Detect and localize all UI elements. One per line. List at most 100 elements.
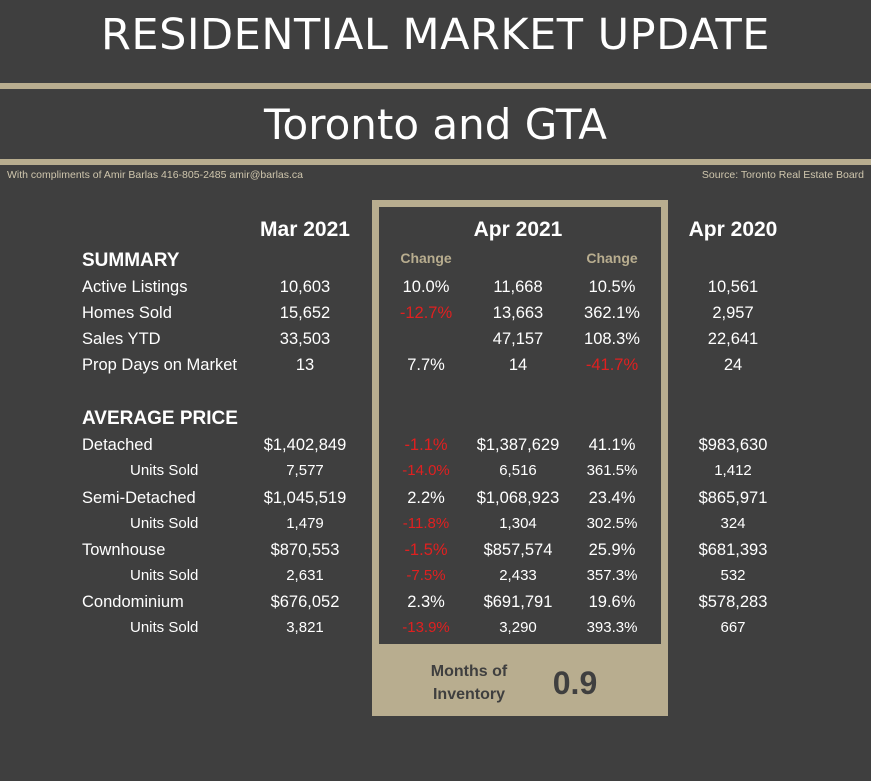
- table-row: Detached $1,402,849 -1.1% $1,387,629 41.…: [0, 433, 871, 457]
- page-subtitle: Toronto and GTA: [264, 100, 607, 149]
- table-row: Units Sold 7,577 -14.0% 6,516 361.5% 1,4…: [0, 459, 871, 483]
- change-mar-to-apr-value: 10.0%: [402, 278, 450, 296]
- apr-2020-value: 324: [720, 515, 746, 532]
- change-yoy-value: 23.4%: [588, 489, 636, 507]
- table-row: Semi-Detached $1,045,519 2.2% $1,068,923…: [0, 486, 871, 510]
- apr-2021-value: 13,663: [492, 304, 544, 322]
- change-mar-to-apr-value: -12.7%: [399, 304, 453, 322]
- table-row: Homes Sold 15,652 -12.7% 13,663 362.1% 2…: [0, 301, 871, 325]
- apr-2021-value: $1,387,629: [476, 436, 560, 454]
- change-mar-to-apr-value: 2.2%: [407, 489, 445, 507]
- change-yoy-value: 10.5%: [588, 278, 636, 296]
- change-mar-to-apr-value: 7.7%: [407, 356, 445, 374]
- months-of-inventory-value: 0.9: [552, 665, 598, 701]
- months-of-inventory-label: Months of Inventory: [414, 660, 524, 706]
- column-header-change-1: Change: [400, 250, 452, 266]
- months-of-inventory-label-line2: Inventory: [432, 686, 505, 703]
- change-yoy-value: 393.3%: [586, 619, 638, 636]
- change-yoy-value: 25.9%: [588, 541, 636, 559]
- change-yoy-value: 108.3%: [584, 330, 640, 348]
- mar-2021-value: 13: [295, 356, 315, 374]
- apr-2021-value: $1,068,923: [476, 489, 560, 507]
- mar-2021-value: $676,052: [270, 593, 340, 611]
- mar-2021-value: 1,479: [286, 515, 324, 532]
- mar-2021-value: 7,577: [286, 462, 324, 479]
- row-label: Semi-Detached: [82, 489, 196, 507]
- apr-2021-value: 11,668: [493, 278, 543, 296]
- apr-2021-value: 2,433: [499, 567, 537, 584]
- table-row: Prop Days on Market 13 7.7% 14 -41.7% 24: [0, 353, 871, 377]
- months-of-inventory-label-line1: Months of: [430, 663, 508, 680]
- row-label: Units Sold: [130, 567, 199, 584]
- section-heading-average-price: AVERAGE PRICE: [82, 408, 238, 429]
- table-row: Townhouse $870,553 -1.5% $857,574 25.9% …: [0, 538, 871, 562]
- change-yoy-value: -41.7%: [585, 356, 639, 374]
- change-mar-to-apr-value: -1.1%: [404, 436, 448, 454]
- row-label: Sales YTD: [82, 330, 161, 348]
- row-label: Units Sold: [130, 515, 199, 532]
- apr-2021-value: 47,157: [492, 330, 544, 348]
- change-mar-to-apr-value: -11.8%: [402, 515, 450, 532]
- apr-2020-value: $578,283: [698, 593, 768, 611]
- apr-2021-value: 6,516: [499, 462, 537, 479]
- change-yoy-value: 19.6%: [588, 593, 636, 611]
- row-label: Prop Days on Market: [82, 356, 237, 374]
- table-row: Units Sold 1,479 -11.8% 1,304 302.5% 324: [0, 512, 871, 536]
- mar-2021-value: $870,553: [270, 541, 340, 559]
- apr-2021-value: $857,574: [483, 541, 553, 559]
- page-title: RESIDENTIAL MARKET UPDATE: [101, 10, 770, 60]
- mar-2021-value: 33,503: [279, 330, 331, 348]
- apr-2020-value: $681,393: [698, 541, 768, 559]
- apr-2020-value: $865,971: [698, 489, 768, 507]
- row-label: Units Sold: [130, 619, 199, 636]
- row-label: Condominium: [82, 593, 184, 611]
- header-divider-bottom: [0, 159, 871, 165]
- change-mar-to-apr-value: -14.0%: [402, 462, 450, 479]
- mar-2021-value: 2,631: [286, 567, 324, 584]
- apr-2021-value: 3,290: [499, 619, 537, 636]
- mar-2021-value: 3,821: [286, 619, 324, 636]
- apr-2020-value: 667: [720, 619, 746, 636]
- table-row: Active Listings 10,603 10.0% 11,668 10.5…: [0, 275, 871, 299]
- change-mar-to-apr-value: -1.5%: [404, 541, 448, 559]
- source-line: Source: Toronto Real Estate Board: [701, 169, 864, 181]
- apr-2020-value: 1,412: [714, 462, 752, 479]
- change-mar-to-apr-value: -7.5%: [406, 567, 446, 584]
- apr-2021-value: 1,304: [499, 515, 537, 532]
- apr-2021-value: 14: [508, 356, 528, 374]
- column-header-apr-2020: Apr 2020: [688, 218, 778, 241]
- row-label: Homes Sold: [82, 304, 172, 322]
- column-header-mar-2021: Mar 2021: [260, 218, 350, 241]
- credit-line: With compliments of Amir Barlas 416-805-…: [7, 169, 304, 181]
- row-label: Detached: [82, 436, 153, 454]
- row-label: Units Sold: [130, 462, 199, 479]
- table-row: Units Sold 2,631 -7.5% 2,433 357.3% 532: [0, 564, 871, 588]
- change-yoy-value: 361.5%: [586, 462, 638, 479]
- row-label: Active Listings: [82, 278, 188, 296]
- section-heading-summary: SUMMARY: [82, 250, 180, 271]
- mar-2021-value: $1,045,519: [263, 489, 347, 507]
- apr-2021-value: $691,791: [483, 593, 553, 611]
- change-yoy-value: 41.1%: [588, 436, 636, 454]
- mar-2021-value: $1,402,849: [263, 436, 347, 454]
- apr-2020-value: 2,957: [712, 304, 754, 322]
- apr-2020-value: 532: [720, 567, 746, 584]
- column-header-apr-2021: Apr 2021: [473, 218, 563, 241]
- apr-2020-value: 22,641: [707, 330, 759, 348]
- apr-2020-value: 10,561: [707, 278, 759, 296]
- change-yoy-value: 362.1%: [584, 304, 640, 322]
- table-row: Units Sold 3,821 -13.9% 3,290 393.3% 667: [0, 616, 871, 640]
- mar-2021-value: 10,603: [279, 278, 331, 296]
- change-yoy-value: 302.5%: [586, 515, 638, 532]
- current-month-highlight-panel: [379, 207, 661, 644]
- header-divider-top: [0, 83, 871, 89]
- apr-2020-value: 24: [723, 356, 743, 374]
- row-label: Townhouse: [82, 541, 166, 559]
- table-row: Condominium $676,052 2.3% $691,791 19.6%…: [0, 590, 871, 614]
- change-yoy-value: 357.3%: [586, 567, 638, 584]
- table-row: Sales YTD 33,503 47,157 108.3% 22,641: [0, 327, 871, 351]
- mar-2021-value: 15,652: [279, 304, 331, 322]
- change-mar-to-apr-value: -13.9%: [402, 619, 450, 636]
- change-mar-to-apr-value: 2.3%: [407, 593, 445, 611]
- apr-2020-value: $983,630: [698, 436, 768, 454]
